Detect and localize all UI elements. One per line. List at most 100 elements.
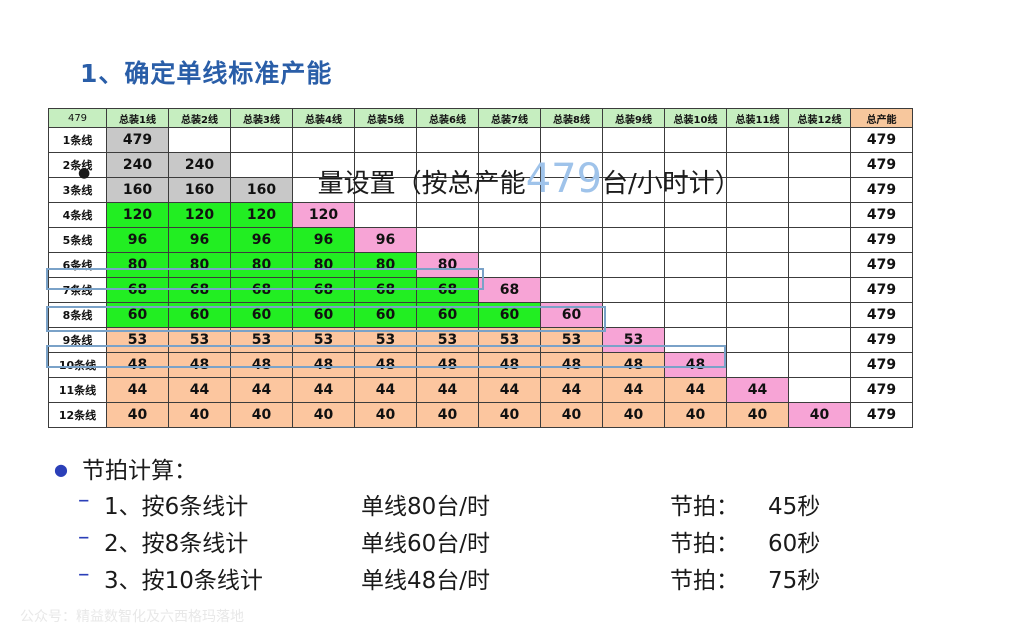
empty-cell	[602, 202, 665, 228]
empty-cell	[168, 127, 231, 153]
takt-value: 75秒	[768, 568, 821, 594]
total-cell: 479	[850, 177, 913, 203]
empty-cell	[602, 177, 665, 203]
total-cell: 479	[850, 127, 913, 153]
table-cell: 160	[106, 177, 169, 203]
empty-cell	[540, 277, 603, 303]
empty-cell	[292, 152, 355, 178]
empty-cell	[292, 127, 355, 153]
empty-cell	[602, 277, 665, 303]
overlay-number: 479	[525, 156, 603, 202]
table-cell: 48	[230, 352, 293, 378]
empty-cell	[788, 127, 851, 153]
empty-cell	[354, 202, 417, 228]
table-cell: 53	[292, 327, 355, 353]
empty-cell	[416, 227, 479, 253]
takt-case: 3、按10条线计	[104, 568, 263, 594]
empty-cell	[664, 227, 727, 253]
column-header: 总装4线	[292, 108, 355, 128]
table-cell: 53	[168, 327, 231, 353]
empty-cell	[478, 152, 541, 178]
table-row: 8条线 60 60 60 60 60 60 60 60 479	[48, 302, 913, 328]
table-cell: 479	[106, 127, 169, 153]
table-cell: 53	[602, 327, 665, 353]
empty-cell	[478, 227, 541, 253]
table-cell: 96	[354, 227, 417, 253]
column-header: 总装5线	[354, 108, 417, 128]
table-cell: 80	[106, 252, 169, 278]
empty-cell	[540, 202, 603, 228]
table-cell: 60	[540, 302, 603, 328]
table-cell: 40	[726, 402, 789, 428]
empty-cell	[416, 152, 479, 178]
column-header: 总装3线	[230, 108, 293, 128]
table-cell: 80	[354, 252, 417, 278]
takt-rate: 单线60台/时	[361, 531, 491, 557]
empty-cell	[478, 202, 541, 228]
empty-cell	[788, 377, 851, 403]
empty-cell	[602, 252, 665, 278]
table-row: 5条线 96 96 96 96 96 479	[48, 227, 913, 253]
empty-cell	[788, 327, 851, 353]
empty-cell	[540, 252, 603, 278]
total-cell: 479	[850, 377, 913, 403]
total-cell: 479	[850, 152, 913, 178]
table-cell: 120	[106, 202, 169, 228]
overlay-prefix: 量设置（按总产能	[78, 169, 526, 199]
empty-cell	[230, 152, 293, 178]
table-cell: 53	[230, 327, 293, 353]
table-row: 1条线 479 479	[48, 127, 913, 153]
table-cell: 60	[168, 302, 231, 328]
table-cell: 60	[416, 302, 479, 328]
empty-cell	[478, 127, 541, 153]
table-row: 11条线 44 44 44 44 44 44 44 44 44 44 44 479	[48, 377, 913, 403]
table-cell: 40	[788, 402, 851, 428]
table-cell: 53	[416, 327, 479, 353]
empty-cell	[416, 127, 479, 153]
table-cell: 48	[416, 352, 479, 378]
empty-cell	[664, 277, 727, 303]
takt-value: 45秒	[768, 494, 821, 520]
takt-rate: 单线48台/时	[361, 568, 491, 594]
empty-cell	[664, 327, 727, 353]
empty-cell	[230, 127, 293, 153]
takt-label: 节拍：	[670, 568, 739, 594]
empty-cell	[602, 127, 665, 153]
empty-cell	[354, 152, 417, 178]
table-cell: 68	[168, 277, 231, 303]
total-cell: 479	[850, 252, 913, 278]
table-cell: 48	[354, 352, 417, 378]
empty-cell	[478, 177, 541, 203]
takt-value: 60秒	[768, 531, 821, 557]
row-label: 1条线	[48, 127, 107, 153]
empty-cell	[540, 152, 603, 178]
takt-label: 节拍：	[670, 494, 739, 520]
dash-icon: –	[78, 561, 90, 587]
table-row: 7条线 68 68 68 68 68 68 68 479	[48, 277, 913, 303]
capacity-table: 479 总装1线 总装2线 总装3线 总装4线 总装5线 总装6线 总装7线 总装8线 总装9线总…	[48, 108, 913, 428]
table-cell: 68	[230, 277, 293, 303]
table-cell: 120	[168, 202, 231, 228]
table-cell: 60	[478, 302, 541, 328]
table-cell: 44	[354, 377, 417, 403]
overlay-text: ● 量设置（按总产能479台/小时计）	[78, 156, 741, 202]
dash-icon: –	[78, 524, 90, 550]
empty-cell	[540, 227, 603, 253]
table-cell: 53	[540, 327, 603, 353]
row-label: 4条线	[48, 202, 107, 228]
table-cell: 48	[292, 352, 355, 378]
takt-heading-text: 节拍计算：	[81, 458, 197, 484]
empty-cell	[664, 177, 727, 203]
row-label: 10条线	[48, 352, 107, 378]
table-cell: 40	[416, 402, 479, 428]
empty-cell	[726, 227, 789, 253]
row-label: 7条线	[48, 277, 107, 303]
table-cell: 48	[664, 352, 727, 378]
table-cell: 53	[478, 327, 541, 353]
table-cell: 68	[354, 277, 417, 303]
empty-cell	[788, 227, 851, 253]
table-cell: 120	[230, 202, 293, 228]
empty-cell	[726, 302, 789, 328]
row-label: 11条线	[48, 377, 107, 403]
table-cell: 40	[478, 402, 541, 428]
